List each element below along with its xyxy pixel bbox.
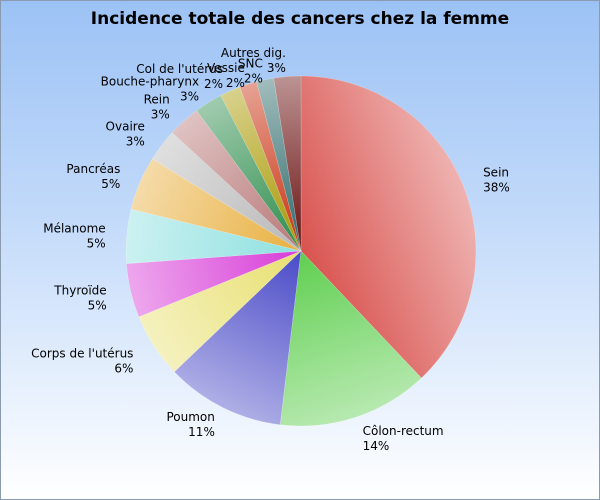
pie-slice [125, 208, 302, 264]
slice-label: Mélanome 5% [43, 221, 105, 250]
slice-label: SNC 2% [238, 56, 263, 85]
slice-label: Thyroïde 5% [53, 283, 106, 312]
pie-slice [300, 75, 477, 379]
pie-slice [256, 77, 302, 252]
pie-slice [273, 75, 302, 252]
slice-label: Rein 3% [144, 92, 170, 121]
slice-label: Pancréas 5% [66, 162, 120, 191]
slice-label: Bouche-pharynx 3% [101, 75, 199, 104]
chart-title: Incidence totale des cancers chez la fem… [90, 9, 510, 29]
slice-label: Ovaire 3% [106, 120, 145, 149]
pie-slice [138, 250, 302, 373]
slice-label: Poumon 11% [166, 410, 214, 439]
pie-slice [196, 95, 302, 252]
pie-slice [126, 250, 302, 318]
pie-slice [151, 132, 302, 252]
pie-slice [239, 81, 302, 252]
pie-slice [130, 158, 302, 252]
pie-slice [279, 250, 422, 427]
slice-label: Côlon-rectum 14% [363, 424, 444, 453]
slice-label: Sein 38% [483, 165, 510, 194]
slice-label: Col de l'utérus 2% [136, 62, 223, 91]
pie-slice [171, 110, 302, 252]
slice-label: Autres dig. 3% [221, 46, 286, 75]
slice-label: Vessie 2% [207, 61, 245, 90]
slice-label: Corps de l'utérus 6% [31, 346, 133, 375]
pie-slice [220, 86, 302, 252]
pie-slice [174, 250, 302, 426]
